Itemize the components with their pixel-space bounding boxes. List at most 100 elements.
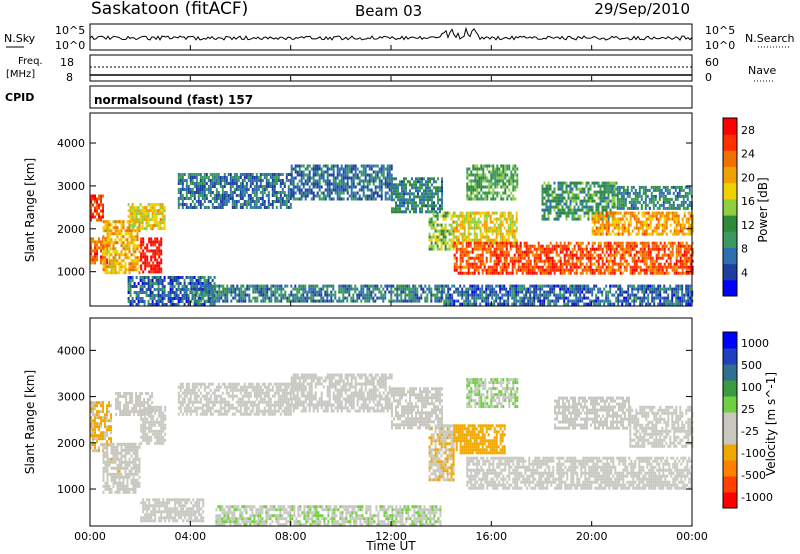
power-cell — [338, 182, 341, 186]
power-cell — [376, 296, 379, 300]
power-cell — [204, 284, 207, 288]
power-cell — [469, 241, 472, 245]
power-cell — [461, 247, 464, 251]
power-cell — [273, 191, 276, 194]
power-cell — [565, 190, 568, 194]
power-cell — [279, 194, 282, 197]
power-cell — [417, 180, 419, 184]
power-cell — [195, 294, 198, 297]
power-cell — [506, 173, 509, 177]
power-cell — [492, 191, 495, 195]
power-cell — [358, 179, 361, 183]
power-cell — [169, 297, 172, 300]
power-cell — [643, 214, 646, 218]
power-cell — [104, 271, 107, 275]
power-cell — [663, 241, 666, 245]
power-cell — [665, 244, 668, 248]
power-cell — [199, 206, 202, 209]
power-cell — [218, 293, 221, 297]
power-cell — [171, 276, 174, 279]
power-cell — [179, 191, 182, 194]
power-cell — [243, 179, 246, 182]
power-cell — [177, 279, 180, 282]
power-cell — [605, 196, 608, 200]
power-cell — [470, 173, 473, 177]
power-cell — [163, 288, 166, 291]
power-cell — [645, 223, 648, 227]
power-cell — [615, 232, 618, 236]
power-cell — [669, 241, 672, 245]
power-cell — [587, 181, 590, 185]
power-cell — [645, 244, 648, 248]
power-cell — [575, 241, 578, 245]
power-cell — [143, 303, 146, 306]
power-cell — [221, 200, 224, 203]
power-cell — [338, 173, 341, 177]
power-cell — [461, 265, 464, 269]
power-cell — [362, 191, 365, 195]
power-cell — [90, 209, 92, 213]
power-cell — [142, 270, 145, 274]
power-cell — [135, 291, 138, 294]
power-cell — [100, 240, 102, 244]
power-cell — [485, 220, 488, 224]
power-cell — [256, 299, 259, 303]
power-cell — [196, 290, 199, 294]
power-cell — [296, 287, 299, 291]
power-cell — [366, 296, 369, 300]
power-cell — [653, 226, 656, 230]
power-cell — [405, 210, 407, 214]
power-cell — [452, 232, 455, 236]
power-cell — [316, 179, 319, 183]
power-cell — [555, 268, 558, 272]
power-cell — [489, 238, 492, 242]
power-cell — [683, 247, 686, 251]
power-cell — [194, 293, 197, 297]
power-cell — [485, 241, 488, 245]
power-cell — [110, 259, 113, 263]
power-cell — [106, 232, 109, 236]
power-cell — [342, 182, 345, 186]
power-cell — [316, 299, 319, 303]
power-cell — [192, 284, 195, 288]
power-cell — [193, 276, 196, 279]
power-cell — [267, 200, 270, 203]
power-cell — [156, 252, 159, 256]
power-cell — [197, 182, 200, 185]
power-cell — [255, 200, 258, 203]
power-cell — [469, 214, 472, 218]
power-cell — [621, 271, 624, 275]
power-cell — [509, 241, 512, 245]
power-cell — [214, 299, 217, 303]
power-cell — [618, 200, 621, 204]
power-cell — [328, 179, 331, 183]
power-cell — [423, 183, 425, 187]
power-cell — [616, 194, 619, 198]
power-cell — [145, 209, 148, 213]
power-cell — [227, 194, 230, 197]
power-cell — [90, 197, 92, 201]
power-cell — [511, 220, 514, 224]
power-cell — [575, 250, 578, 254]
power-cell — [631, 244, 634, 248]
power-cell — [205, 194, 208, 197]
power-cell — [625, 247, 628, 251]
power-cell — [185, 185, 188, 188]
power-cell — [459, 250, 462, 254]
power-cell — [541, 208, 544, 212]
power-cell — [547, 181, 550, 185]
power-cell — [493, 265, 496, 269]
power-cell — [555, 247, 558, 251]
power-cell — [432, 293, 435, 297]
power-cell — [655, 256, 658, 260]
power-cell — [624, 197, 627, 201]
power-cell — [593, 184, 596, 188]
nsky-label: N.Sky — [4, 32, 36, 45]
power-cell — [276, 287, 279, 291]
power-cell — [495, 220, 498, 224]
power-cell — [493, 241, 496, 245]
power-cell — [654, 197, 657, 201]
power-cell — [271, 203, 274, 206]
power-cell — [567, 214, 570, 218]
power-cell — [527, 259, 530, 263]
